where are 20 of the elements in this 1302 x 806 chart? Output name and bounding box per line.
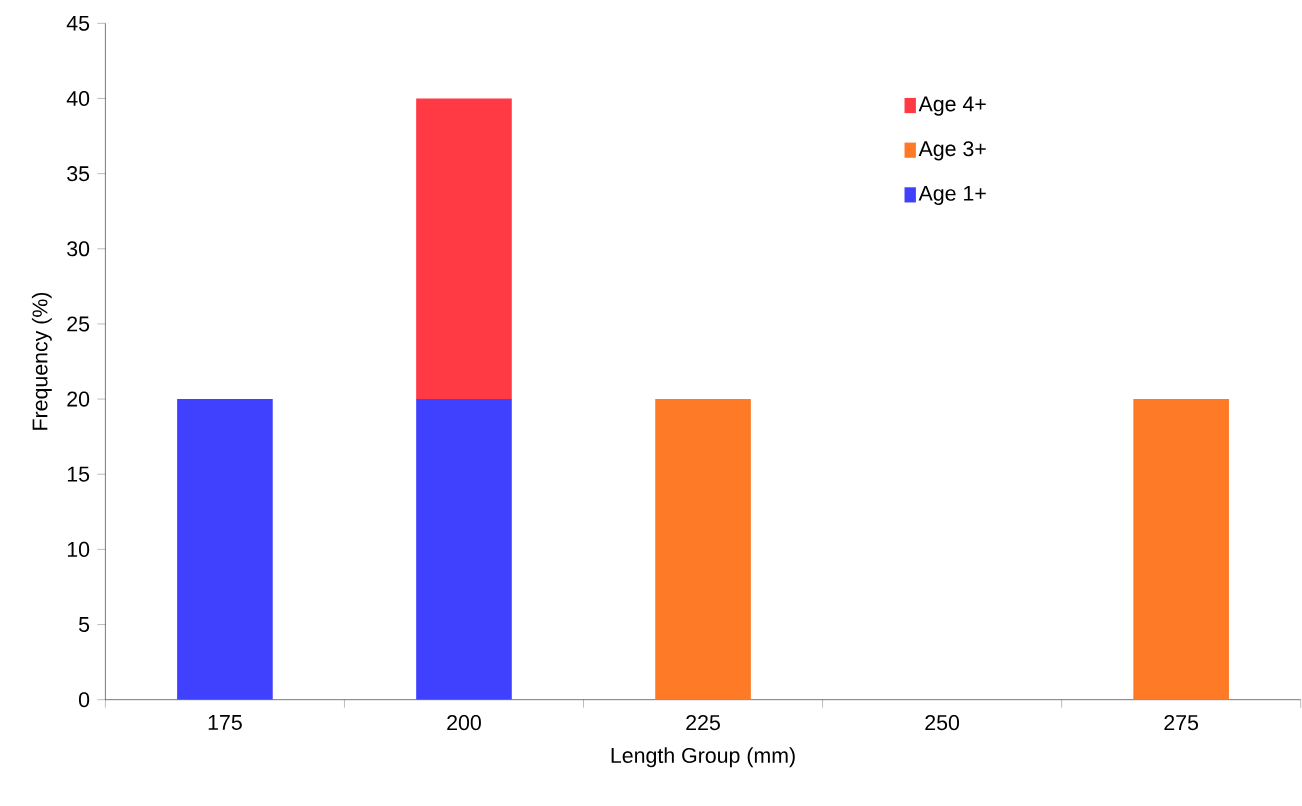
x-tick-label: 175 xyxy=(208,715,242,731)
x-tick-label: 200 xyxy=(447,715,481,731)
y-tick-label: 5 xyxy=(79,617,90,633)
y-tick-label: 15 xyxy=(67,466,90,482)
y-tick-label: 40 xyxy=(66,91,90,107)
y-tick-label: 30 xyxy=(67,241,90,257)
y-tick-label: 35 xyxy=(67,166,90,182)
y-tick-label: 25 xyxy=(67,316,90,332)
y-tick-label: 20 xyxy=(67,391,90,407)
x-tick-label: 250 xyxy=(925,715,960,731)
y-tick-label: 0 xyxy=(78,692,90,708)
x-tick-label: 225 xyxy=(686,715,720,731)
y-tick-label: 10 xyxy=(67,541,90,558)
legend-label: Age 1+ xyxy=(918,186,986,206)
legend-label: Age 3+ xyxy=(918,141,986,161)
legend-label: Age 4+ xyxy=(918,96,986,116)
y-tick-label: 45 xyxy=(66,16,90,31)
y-axis-title: Frequency (%) xyxy=(31,293,52,430)
x-axis-title: Length Group (mm) xyxy=(611,747,795,768)
x-tick-label: 275 xyxy=(1164,715,1199,731)
